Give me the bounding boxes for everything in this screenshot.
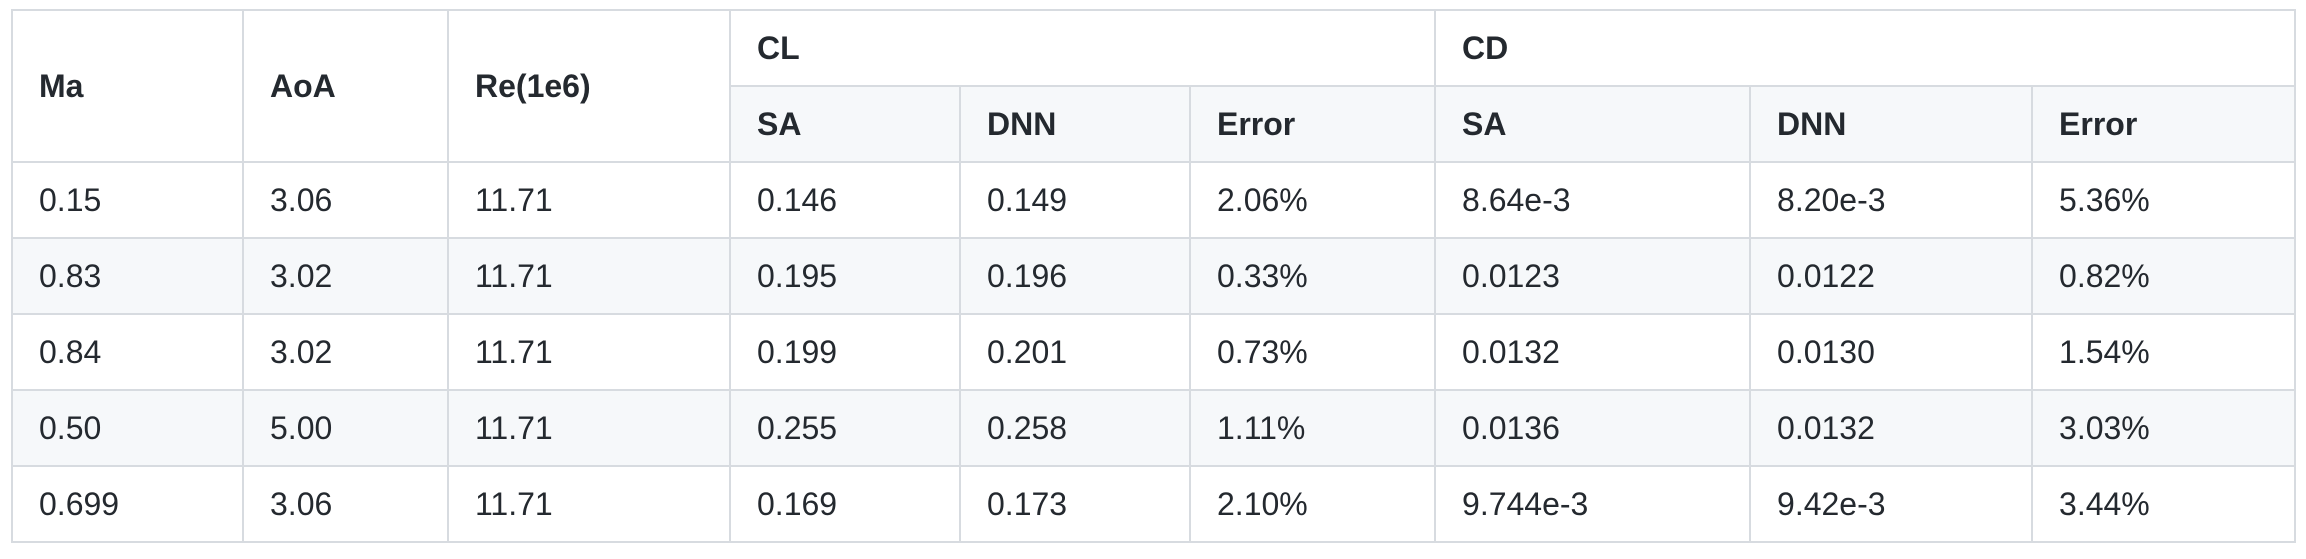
cell-cl-dnn: 0.196 — [959, 237, 1191, 315]
cell-cl-sa: 0.255 — [729, 389, 961, 467]
cell-ma: 0.50 — [11, 389, 244, 467]
cell-re: 11.71 — [447, 313, 731, 391]
header-cd-error: Error — [2031, 85, 2297, 163]
table-row: 0.15 3.06 11.71 0.146 0.149 2.06% 8.64e-… — [11, 161, 2297, 239]
cell-cd-sa: 0.0136 — [1434, 389, 1752, 467]
cell-re: 11.71 — [447, 389, 731, 467]
cell-cd-error: 1.54% — [2031, 313, 2297, 391]
header-cd-dnn: DNN — [1749, 85, 2034, 163]
table-row: 0.699 3.06 11.71 0.169 0.173 2.10% 9.744… — [11, 465, 2297, 543]
table-header: Ma AoA Re(1e6) CL CD SA DNN Error SA DNN… — [11, 9, 2297, 163]
header-cd-sa: SA — [1434, 85, 1752, 163]
cell-aoa: 3.06 — [242, 465, 449, 543]
cell-cl-error: 0.33% — [1188, 237, 1437, 315]
cell-cd-error: 3.03% — [2031, 389, 2297, 467]
cell-cl-sa: 0.195 — [729, 237, 961, 315]
cell-cl-error: 0.73% — [1188, 313, 1437, 391]
cell-re: 11.71 — [447, 237, 731, 315]
cell-cl-error: 1.11% — [1188, 389, 1437, 467]
cell-cl-sa: 0.199 — [729, 313, 961, 391]
cell-cl-dnn: 0.149 — [959, 161, 1191, 239]
header-re: Re(1e6) — [447, 9, 731, 163]
cell-cd-dnn: 9.42e-3 — [1749, 465, 2034, 543]
cell-cd-sa: 9.744e-3 — [1434, 465, 1752, 543]
cell-ma: 0.83 — [11, 237, 244, 315]
cell-cl-sa: 0.169 — [729, 465, 961, 543]
cell-cl-error: 2.06% — [1188, 161, 1437, 239]
cell-cd-dnn: 0.0122 — [1749, 237, 2034, 315]
cell-cd-error: 5.36% — [2031, 161, 2297, 239]
header-cd-group: CD — [1434, 9, 2297, 87]
cell-cd-error: 0.82% — [2031, 237, 2297, 315]
header-row-top: Ma AoA Re(1e6) CL CD — [11, 9, 2297, 163]
table-body: 0.15 3.06 11.71 0.146 0.149 2.06% 8.64e-… — [11, 161, 2297, 543]
cell-ma: 0.84 — [11, 313, 244, 391]
cell-aoa: 5.00 — [242, 389, 449, 467]
cell-re: 11.71 — [447, 465, 731, 543]
results-table-container: Ma AoA Re(1e6) CL CD SA DNN Error SA DNN… — [11, 9, 2297, 543]
header-aoa: AoA — [242, 9, 449, 163]
header-cl-group: CL — [728, 9, 1437, 87]
cell-cd-error: 3.44% — [2031, 465, 2297, 543]
cell-aoa: 3.06 — [242, 161, 449, 239]
cell-cl-error: 2.10% — [1188, 465, 1437, 543]
cell-aoa: 3.02 — [242, 237, 449, 315]
cell-cl-dnn: 0.258 — [959, 389, 1191, 467]
table-row: 0.50 5.00 11.71 0.255 0.258 1.11% 0.0136… — [11, 389, 2297, 467]
header-cl-dnn: DNN — [959, 85, 1191, 163]
header-row-sub: SA DNN Error SA DNN Error — [12, 85, 2297, 163]
cell-aoa: 3.02 — [242, 313, 449, 391]
cell-ma: 0.15 — [11, 161, 244, 239]
table-row: 0.84 3.02 11.71 0.199 0.201 0.73% 0.0132… — [11, 313, 2297, 391]
cell-cd-sa: 0.0123 — [1434, 237, 1752, 315]
cell-cd-sa: 0.0132 — [1434, 313, 1752, 391]
header-cl-error: Error — [1188, 85, 1437, 163]
cell-ma: 0.699 — [11, 465, 244, 543]
cell-cd-dnn: 0.0132 — [1749, 389, 2034, 467]
results-table: Ma AoA Re(1e6) CL CD SA DNN Error SA DNN… — [11, 9, 2297, 543]
cell-cd-dnn: 8.20e-3 — [1749, 161, 2034, 239]
cell-cl-sa: 0.146 — [729, 161, 961, 239]
cell-cl-dnn: 0.201 — [959, 313, 1191, 391]
header-ma: Ma — [11, 9, 244, 163]
cell-cd-sa: 8.64e-3 — [1434, 161, 1752, 239]
header-cl-sa: SA — [729, 85, 961, 163]
cell-cd-dnn: 0.0130 — [1749, 313, 2034, 391]
cell-cl-dnn: 0.173 — [959, 465, 1191, 543]
table-row: 0.83 3.02 11.71 0.195 0.196 0.33% 0.0123… — [11, 237, 2297, 315]
cell-re: 11.71 — [447, 161, 731, 239]
